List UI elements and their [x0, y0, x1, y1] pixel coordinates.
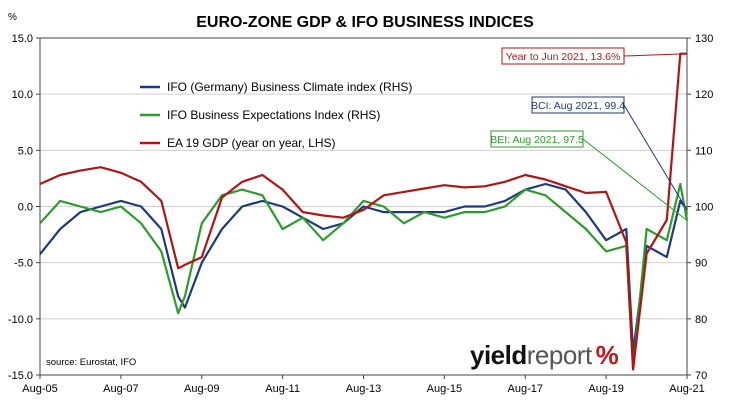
logo-word-report: report — [526, 340, 592, 370]
left-axis-unit: % — [8, 12, 17, 23]
annotations: Year to Jun 2021, 13.6% BCI: Aug 2021, 99… — [490, 47, 688, 221]
x-tick-label: Aug-05 — [22, 383, 57, 395]
x-tick-label: Aug-21 — [669, 383, 704, 395]
annotation-box — [531, 96, 625, 114]
series-line-ea-19-gdp-year-on-year-lhs — [39, 52, 687, 371]
left-axis: 15.0 10.0 5.0 0.0 -5.0 -10.0 -15.0 — [8, 33, 40, 382]
annotation-label: BEI: Aug 2021, 97.5 — [490, 134, 584, 146]
annotation-leader — [582, 138, 688, 221]
x-tick-label: Aug-09 — [184, 383, 219, 395]
left-tick-label: -5.0 — [14, 258, 33, 270]
left-tick-label: 15.0 — [12, 33, 33, 45]
annotation-box — [501, 47, 625, 65]
left-tick-label: 5.0 — [18, 145, 33, 157]
annotation-box — [490, 130, 584, 148]
legend-entry: IFO (Germany) Business Climate index (RH… — [167, 80, 412, 94]
left-tick-label: 0.0 — [18, 202, 33, 214]
annotation-label: Year to Jun 2021, 13.6% — [506, 51, 621, 63]
x-tick-label: Aug-17 — [508, 383, 543, 395]
yieldreport-logo: yieldreport% — [470, 340, 619, 370]
legend: IFO (Germany) Business Climate index (RH… — [140, 80, 412, 150]
left-tick-label: 10.0 — [12, 89, 33, 101]
annotation-leader — [623, 53, 688, 57]
source-note: source: Eurostat, IFO — [46, 357, 136, 368]
right-axis: 130 120 110 100 90 80 70 — [687, 33, 713, 382]
legend-entry: IFO Business Expectations Index (RHS) — [167, 108, 380, 122]
right-tick-label: 90 — [695, 258, 707, 270]
right-tick-label: 80 — [695, 314, 707, 326]
right-tick-label: 100 — [695, 202, 713, 214]
x-tick-label: Aug-07 — [103, 383, 138, 395]
right-tick-label: 70 — [695, 370, 707, 382]
chart-title: EURO-ZONE GDP & IFO BUSINESS INDICES — [196, 14, 534, 31]
logo-word-yield: yield — [470, 340, 527, 370]
left-tick-label: -10.0 — [8, 314, 33, 326]
x-tick-label: Aug-11 — [265, 383, 300, 395]
left-tick-label: -15.0 — [8, 370, 33, 382]
series-line-ifo-germany-business-climate-index-rhs — [39, 182, 688, 354]
right-tick-label: 130 — [695, 33, 713, 45]
percent-logo-icon: % — [595, 340, 619, 370]
series-lines — [39, 52, 689, 371]
right-tick-label: 120 — [695, 89, 713, 101]
annotation-label: BCI: Aug 2021, 99.4 — [531, 100, 625, 112]
x-tick-label: Aug-13 — [346, 383, 381, 395]
annotation-leader — [623, 104, 688, 211]
x-tick-label: Aug-15 — [427, 383, 462, 395]
x-axis: Aug-05 Aug-07 Aug-09 Aug-11 Aug-13 Aug-15 Aug-… — [22, 375, 705, 395]
right-tick-label: 110 — [695, 145, 713, 157]
x-tick-label: Aug-19 — [588, 383, 623, 395]
legend-entry: EA 19 GDP (year on year, LHS) — [167, 136, 336, 150]
